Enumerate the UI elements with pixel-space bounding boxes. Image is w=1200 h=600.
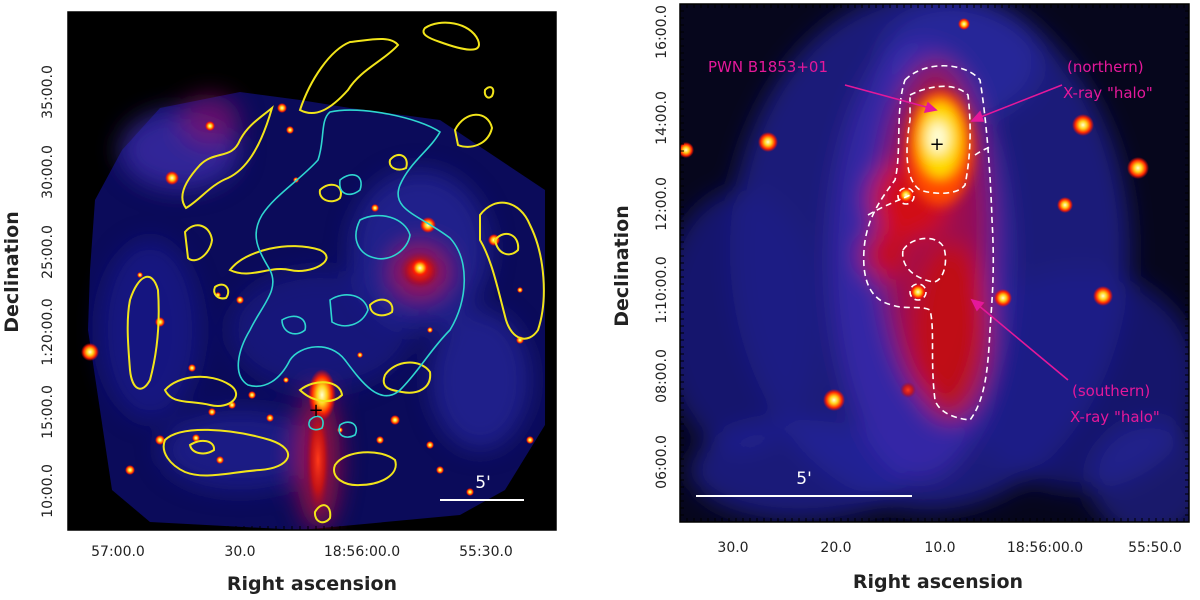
right-annotation-arrows — [844, 84, 1069, 381]
right-diffuse-emission — [680, 4, 1189, 522]
left-x-tick-label: 55:30.0 — [459, 544, 513, 560]
pwn-arrowhead — [923, 101, 938, 114]
annotation-pwn: PWN B1853+01 — [708, 58, 828, 76]
left-x-tick-label: 30.0 — [224, 544, 255, 560]
left-bright-sources — [81, 103, 534, 515]
northern-halo-arrowhead — [970, 110, 985, 122]
southern-halo-arrowhead — [970, 298, 985, 312]
right-x-tick-label: 55:50.0 — [1128, 540, 1182, 556]
right-y-tick-label: 16:00.0 — [654, 5, 670, 59]
left-xray-image — [81, 92, 545, 530]
annotation-southern-line2: X-ray "halo" — [1070, 408, 1160, 426]
right-bright-sources — [680, 18, 1149, 411]
annotation-northern-line1: (northern) — [1067, 58, 1144, 76]
right-halo-regions — [862, 64, 995, 421]
right-x-tick-label: 10.0 — [924, 540, 955, 556]
right-y-tick-label: 1:10:00.0 — [654, 256, 670, 323]
pwn-arrow — [844, 84, 931, 109]
boundary-segments — [867, 145, 993, 216]
xray-contours — [237, 109, 465, 438]
left-y-tick-label: 15:00.0 — [40, 385, 56, 439]
left-tick-marks — [68, 12, 556, 530]
excluded-source-1 — [897, 187, 915, 205]
southern-halo-outline — [862, 64, 995, 421]
left-x-tick-label: 57:00.0 — [91, 544, 145, 560]
right-x-tick-label: 20.0 — [820, 540, 851, 556]
right-x-tick-label: 18:56:00.0 — [1007, 540, 1083, 556]
annotation-southern-line1: (southern) — [1072, 382, 1150, 400]
left-y-tick-label: 1:20:00.0 — [40, 298, 56, 365]
annotation-northern-line2: X-ray "halo" — [1063, 84, 1153, 102]
left-pwn-marker: + — [308, 400, 323, 421]
inner-exclusion-outline — [902, 237, 947, 283]
left-x-tick-label: 18:56:00.0 — [324, 544, 400, 560]
right-x-tick-label: 30.0 — [717, 540, 748, 556]
right-y-axis-title: Declination — [611, 205, 633, 326]
northern-halo-outline — [906, 85, 971, 195]
right-x-axis-title: Right ascension — [853, 571, 1023, 593]
right-xray-image — [680, 4, 1189, 522]
left-y-tick-label: 25:00.0 — [40, 225, 56, 279]
right-panel: PWN B1853+01 (northern) X-ray "halo" (so… — [611, 3, 1190, 593]
right-tick-marks — [680, 4, 1189, 522]
right-pwn-core — [906, 90, 974, 206]
left-x-axis-title: Right ascension — [227, 573, 397, 595]
right-y-tick-label: 06:00.0 — [654, 435, 670, 489]
right-y-tick-label: 14:00.0 — [654, 91, 670, 145]
southern-halo-arrow — [977, 304, 1069, 381]
left-y-axis-title: Declination — [1, 211, 23, 332]
left-y-tick-label: 10:00.0 — [40, 464, 56, 518]
left-axes-frame — [67, 11, 557, 531]
left-scale-bar-label: 5' — [475, 473, 491, 493]
right-y-tick-label: 08:00.0 — [654, 349, 670, 403]
right-pwn-marker: + — [929, 134, 944, 155]
radio-contours — [126, 21, 545, 524]
right-y-tick-label: 12:00.0 — [654, 177, 670, 231]
northern-halo-arrow — [977, 84, 1063, 119]
excluded-source-2 — [909, 283, 927, 301]
left-y-tick-label: 30:00.0 — [40, 145, 56, 199]
left-y-tick-label: 35:00.0 — [40, 65, 56, 119]
left-panel: 5' + 57:00.0 30.0 18:56:00.0 55:30.0 35:… — [1, 11, 557, 595]
right-scale-bar-label: 5' — [796, 469, 812, 489]
